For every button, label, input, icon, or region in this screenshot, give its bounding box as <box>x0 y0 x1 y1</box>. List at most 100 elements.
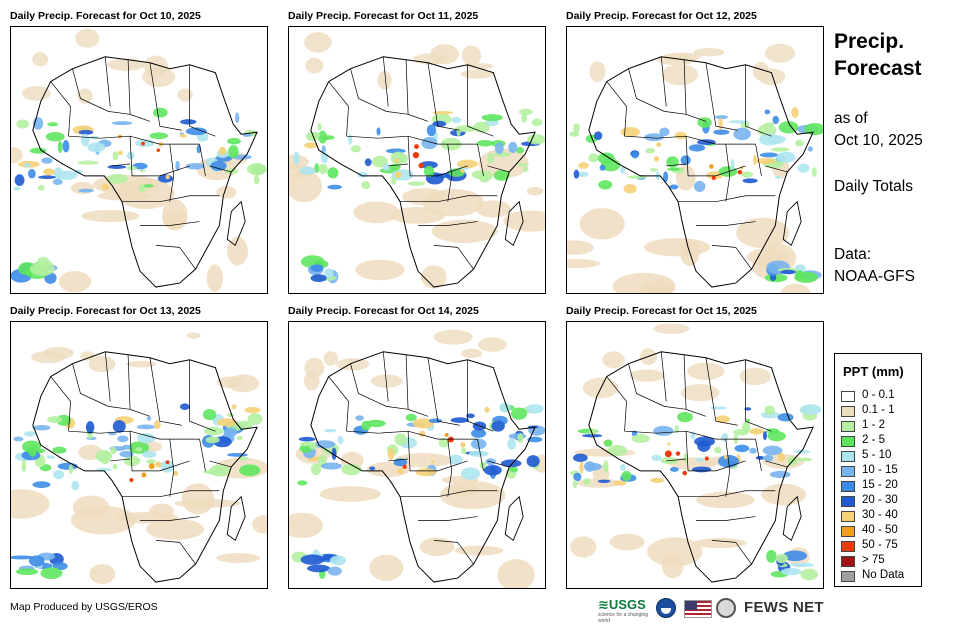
legend-swatch <box>841 436 855 447</box>
rain-cell <box>777 452 786 462</box>
drizzle-area <box>589 61 606 82</box>
drizzle-area <box>420 265 447 289</box>
rain-cell <box>710 406 727 410</box>
country-border <box>765 460 788 468</box>
rain-cell <box>799 404 822 415</box>
rain-cell <box>32 424 51 431</box>
drizzle-area <box>643 238 711 257</box>
rain-cell <box>494 142 504 155</box>
rain-cell <box>758 133 781 146</box>
rain-cell <box>139 169 146 173</box>
rain-cell <box>518 108 533 116</box>
rain-cell <box>28 168 36 179</box>
drizzle-area <box>629 369 665 382</box>
country-border <box>139 221 200 226</box>
rain-cell <box>149 132 169 140</box>
storm-cell <box>766 549 777 563</box>
drizzle-area <box>582 377 619 399</box>
rain-cell <box>227 452 248 457</box>
rain-cell <box>432 120 447 128</box>
legend-label: 0.1 - 1 <box>862 404 895 416</box>
rain-cell <box>369 466 376 471</box>
country-border <box>477 144 484 176</box>
drizzle-area <box>460 69 494 79</box>
drizzle-area <box>465 63 494 70</box>
drizzle-area <box>693 47 725 57</box>
rain-cell <box>631 151 639 159</box>
storm-cell <box>323 268 334 279</box>
country-border <box>678 490 776 498</box>
map-panel-5 <box>288 321 546 589</box>
rain-cell <box>136 433 156 444</box>
rain-cell <box>573 453 588 463</box>
country-border <box>50 376 71 432</box>
state-department-seal-icon <box>716 598 736 618</box>
usgs-logo-text: ≋USGS <box>598 597 646 612</box>
storm-cell <box>11 555 34 560</box>
rain-cell <box>706 171 724 180</box>
country-border <box>72 68 131 115</box>
country-border <box>427 357 460 426</box>
country-border <box>447 144 453 202</box>
madagascar-outline <box>782 200 802 247</box>
rain-cell <box>579 461 584 474</box>
map-credit: Map Produced by USGS/EROS <box>10 601 158 613</box>
heavy-rain-cell <box>675 451 681 456</box>
rain-cell <box>43 168 55 176</box>
rain-cell <box>645 148 655 154</box>
rain-cell <box>466 413 475 419</box>
drizzle-area <box>353 201 400 224</box>
drizzle-area <box>761 483 807 506</box>
rain-cell <box>741 171 754 178</box>
panel-title-3: Daily Precip. Forecast for Oct 12, 2025 <box>566 10 757 22</box>
legend-label: 2 - 5 <box>862 434 886 446</box>
country-border <box>199 144 206 176</box>
rain-cell <box>327 167 339 179</box>
drizzle-area <box>58 271 92 293</box>
rain-cell <box>776 151 796 163</box>
drizzle-area <box>70 182 95 195</box>
rain-cell <box>407 181 426 186</box>
rain-cell <box>299 166 316 175</box>
heavy-rain-cell <box>141 472 147 478</box>
drizzle-area <box>461 348 483 359</box>
rain-cell <box>24 163 31 168</box>
rain-cell <box>135 447 143 452</box>
rain-cell <box>68 464 74 474</box>
drizzle-area <box>227 374 260 393</box>
country-border <box>122 195 220 203</box>
heavy-rain-cell <box>141 141 145 146</box>
country-border <box>765 165 788 173</box>
rain-cell <box>651 454 662 461</box>
country-border <box>68 430 200 440</box>
rain-cell <box>577 171 589 178</box>
rain-cell <box>52 469 65 480</box>
rain-cell <box>394 433 407 446</box>
legend-label: > 75 <box>862 554 885 566</box>
map-panel-1 <box>10 26 268 294</box>
rain-cell <box>613 480 627 486</box>
country-border <box>683 354 707 417</box>
rain-cell <box>770 147 790 152</box>
rain-cell <box>47 416 63 424</box>
as-of-line1: as of <box>834 110 868 127</box>
rain-cell <box>321 462 342 470</box>
rain-cell <box>179 403 190 411</box>
legend-swatch <box>841 511 855 522</box>
rain-cell <box>745 418 751 423</box>
legend-swatch <box>841 421 855 432</box>
drizzle-area <box>567 258 600 269</box>
storm-cell <box>795 269 804 281</box>
country-border <box>382 351 389 402</box>
legend-swatch <box>841 541 855 552</box>
rain-cell <box>742 178 758 184</box>
rain-cell <box>77 160 99 165</box>
heavy-rain-cell <box>704 456 709 461</box>
rain-cell <box>573 169 580 179</box>
rain-cell <box>791 106 799 119</box>
rain-cell <box>527 436 543 443</box>
rain-cell <box>22 440 41 453</box>
heavy-rain-cell <box>156 148 161 152</box>
rain-cell <box>56 170 78 180</box>
rain-cell <box>653 425 674 436</box>
